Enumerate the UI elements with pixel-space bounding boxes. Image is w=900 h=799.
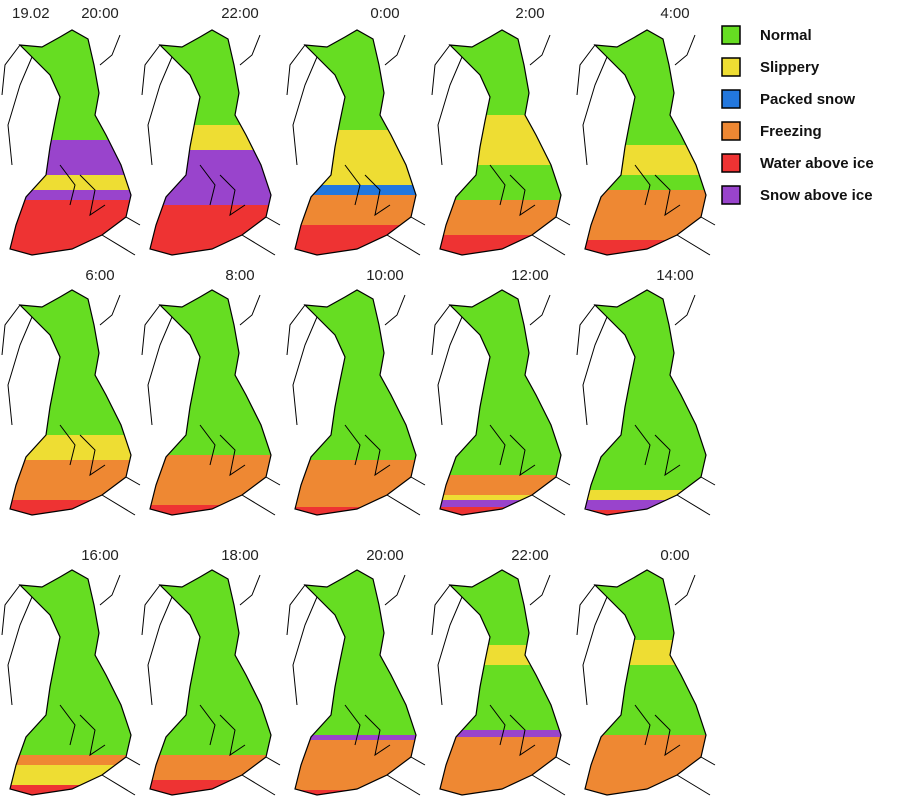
map-panel [0, 565, 140, 799]
legend-swatch [722, 26, 740, 44]
map-panel [430, 25, 570, 265]
map-panel [285, 565, 425, 799]
map-panel [0, 25, 140, 265]
condition-area [140, 205, 280, 265]
map-fill [575, 285, 715, 525]
map-fill [285, 565, 425, 799]
map-fill [575, 565, 715, 799]
map-panel [0, 285, 140, 525]
legend-label: Packed snow [760, 91, 855, 108]
figure: 19.02 20:00 22:00 0:00 2:00 4:00 6:00 8:00 10:0… [0, 0, 900, 799]
map-fill [285, 285, 425, 525]
legend-label: Normal [760, 27, 812, 44]
map-fill [430, 565, 570, 799]
legend-swatch [722, 186, 740, 204]
condition-area [0, 765, 140, 799]
condition-area [575, 190, 715, 265]
legend-swatch [722, 58, 740, 76]
map-fill [140, 25, 280, 265]
legend-swatch [722, 154, 740, 172]
time-label: 20:00 [81, 5, 119, 22]
map-fill [140, 565, 280, 799]
map-fill [0, 25, 140, 265]
condition-area [430, 235, 570, 265]
map-fill [0, 565, 140, 799]
time-label: 0:00 [660, 547, 689, 564]
map-panel [140, 25, 280, 265]
legend-swatch [722, 90, 740, 108]
time-label: 6:00 [85, 267, 114, 284]
map-fill [0, 285, 140, 525]
time-label: 22:00 [221, 5, 259, 22]
map-fill [140, 285, 280, 525]
time-label: 16:00 [81, 547, 119, 564]
condition-area [140, 455, 280, 525]
date-label: 19.02 [12, 5, 50, 22]
legend-label: Snow above ice [760, 187, 873, 204]
map-panel [575, 565, 715, 799]
map-fill [430, 25, 570, 265]
time-label: 18:00 [221, 547, 259, 564]
map-panel [140, 565, 280, 799]
legend-swatch [722, 122, 740, 140]
time-label: 8:00 [225, 267, 254, 284]
time-label: 2:00 [515, 5, 544, 22]
condition-area [285, 790, 425, 799]
map-panel [285, 25, 425, 265]
map-panel [140, 285, 280, 525]
map-panel [430, 565, 570, 799]
time-label: 22:00 [511, 547, 549, 564]
time-label: 0:00 [370, 5, 399, 22]
map-fill [285, 25, 425, 265]
map-panel [575, 25, 715, 265]
map-panel [430, 285, 570, 525]
map-panel [285, 285, 425, 525]
condition-area [575, 285, 715, 525]
time-label: 20:00 [366, 547, 404, 564]
legend-label: Water above ice [760, 155, 874, 172]
condition-area [140, 505, 280, 525]
time-label: 10:00 [366, 267, 404, 284]
legend-label: Slippery [760, 59, 820, 76]
time-label: 14:00 [656, 267, 694, 284]
map-fill [430, 285, 570, 525]
legend-label: Freezing [760, 123, 822, 140]
map-fill [575, 25, 715, 265]
map-panel [575, 285, 715, 525]
time-label: 12:00 [511, 267, 549, 284]
time-label: 4:00 [660, 5, 689, 22]
